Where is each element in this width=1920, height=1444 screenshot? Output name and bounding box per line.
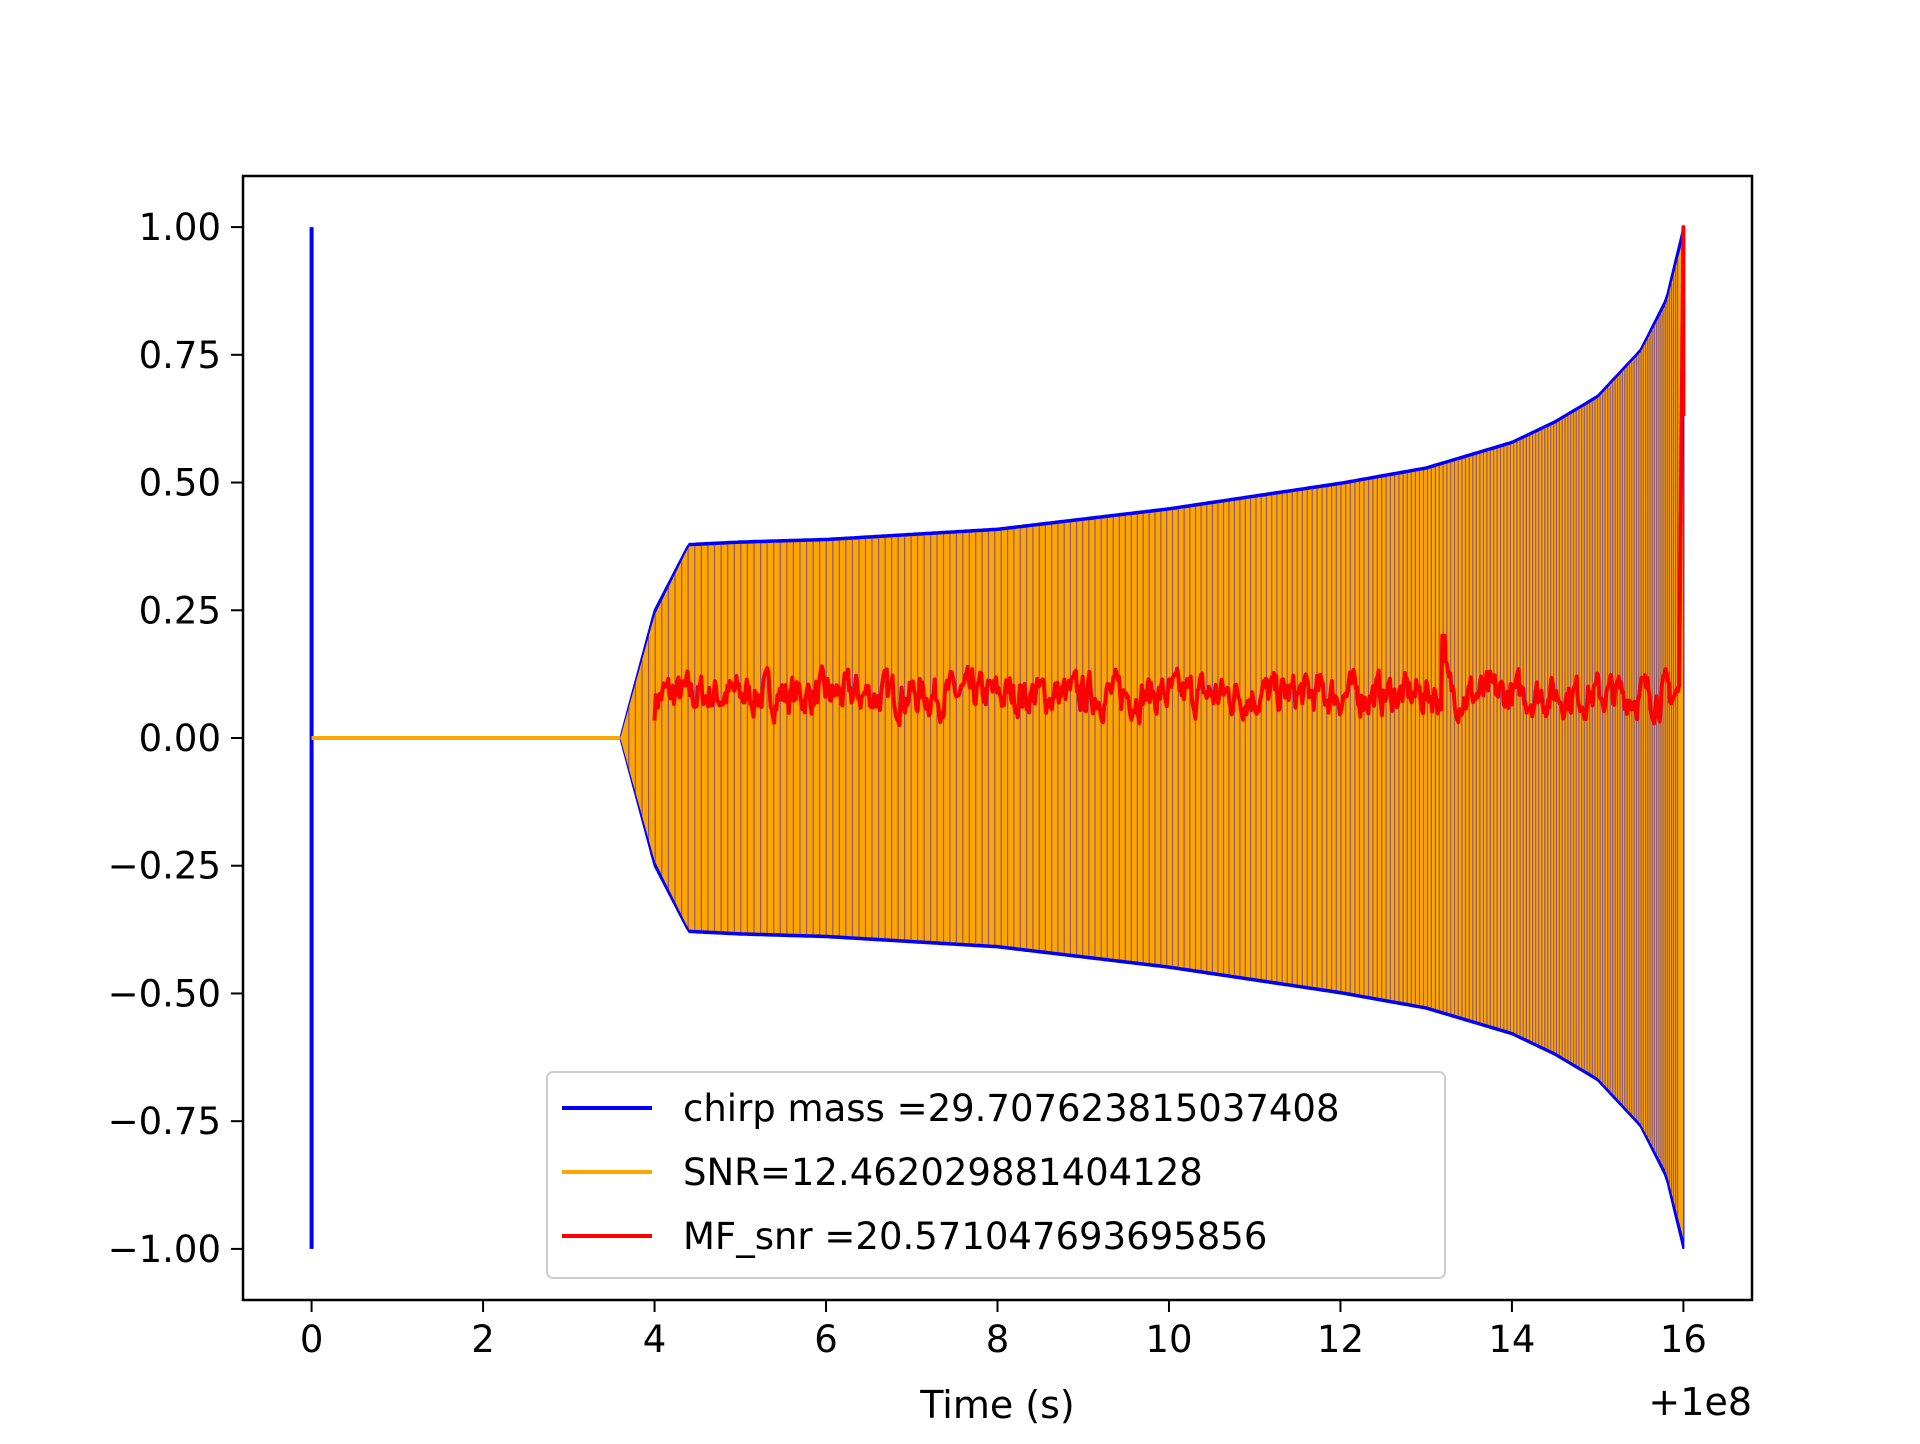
legend-box xyxy=(546,1071,1446,1279)
legend: chirp mass =29.707623815037408 SNR=12.462… xyxy=(546,1071,1446,1279)
y-tick-label: 0.25 xyxy=(139,589,221,632)
x-tick-label: 2 xyxy=(471,1318,495,1361)
legend-label: MF_snr =20.571047693695856 xyxy=(683,1215,1267,1258)
y-tick-label: 0.75 xyxy=(139,334,221,377)
legend-label: SNR=12.462029881404128 xyxy=(683,1151,1203,1194)
series-mf-snr xyxy=(652,225,1686,728)
series-chirp-oscillation xyxy=(628,259,1679,1217)
x-tick-label: 6 xyxy=(814,1318,838,1361)
y-tick-label: 1.00 xyxy=(139,206,221,249)
x-axis-label: Time (s) xyxy=(919,1383,1075,1427)
y-axis: 1.00 0.75 0.50 0.25 0.00 −0.25 −0.50 −0.75 −1.00 xyxy=(108,206,243,1271)
series-snr-envelope xyxy=(620,237,1684,1239)
x-tick-label: 12 xyxy=(1317,1318,1364,1361)
y-tick-label: −0.75 xyxy=(108,1100,221,1143)
x-tick-label: 0 xyxy=(300,1318,324,1361)
x-tick-label: 16 xyxy=(1660,1318,1707,1361)
x-tick-label: 14 xyxy=(1488,1318,1535,1361)
x-tick-label: 10 xyxy=(1145,1318,1192,1361)
y-tick-label: 0.50 xyxy=(139,462,221,505)
legend-label: chirp mass =29.707623815037408 xyxy=(683,1087,1340,1130)
x-axis: 0 2 4 6 8 10 12 14 16 xyxy=(300,1300,1707,1361)
x-tick-label: 4 xyxy=(643,1318,667,1361)
y-tick-label: −1.00 xyxy=(108,1228,221,1271)
x-axis-offset-label: +1e8 xyxy=(1648,1380,1752,1424)
series-layer xyxy=(309,225,1686,1250)
x-tick-label: 8 xyxy=(986,1318,1010,1361)
y-tick-label: 0.00 xyxy=(139,717,221,760)
y-tick-label: −0.50 xyxy=(108,972,221,1015)
y-tick-label: −0.25 xyxy=(108,845,221,888)
